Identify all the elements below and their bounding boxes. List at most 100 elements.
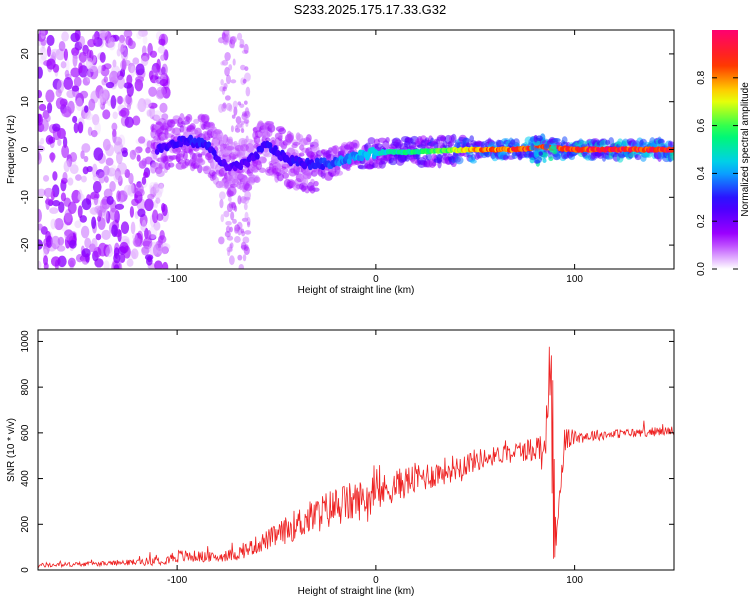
heatmap-cell [38, 103, 47, 112]
heatmap-cell [101, 198, 108, 205]
heatmap-cell [64, 69, 70, 78]
heatmap-cell [156, 169, 165, 178]
heatmap-cell [243, 244, 249, 251]
heatmap-cell [243, 43, 249, 54]
heatmap-cell [197, 159, 206, 166]
heatmap-cell [309, 185, 316, 194]
heatmap-cell [552, 153, 561, 161]
heatmap-cell [45, 114, 51, 123]
heatmap-cell [86, 70, 91, 83]
heatmap-cell [223, 34, 230, 43]
colorbar-tick-label: 0.8 [696, 70, 707, 84]
heatmap-cell [132, 115, 141, 126]
heatmap-cell [221, 59, 229, 66]
heatmap-cell [48, 136, 56, 144]
heatmap-cell [367, 137, 376, 145]
heatmap-cell [38, 66, 43, 79]
heatmap-cell [332, 145, 340, 155]
heatmap-cell [230, 201, 236, 209]
heatmap-cell [105, 144, 115, 157]
heatmap-cell [80, 225, 90, 239]
heatmap-cell [50, 218, 56, 230]
heatmap-cell [38, 145, 45, 153]
heatmap-cell [93, 193, 99, 206]
heatmap-cell [244, 110, 251, 119]
heatmap-cell [385, 137, 390, 143]
heatmap-cell [43, 187, 54, 198]
heatmap-cell [162, 261, 169, 269]
heatmap-cell [243, 196, 251, 201]
y-tick-label: -10 [20, 190, 31, 205]
heatmap-cell [58, 201, 65, 213]
heatmap-cell [42, 174, 50, 182]
heatmap-cell [167, 162, 175, 168]
heatmap-cell [92, 180, 102, 194]
heatmap-cell [99, 93, 109, 105]
heatmap-cell [138, 136, 146, 144]
heatmap-cell [141, 176, 147, 185]
heatmap-cell [80, 175, 87, 183]
heatmap-cell [544, 143, 550, 148]
heatmap-cell [82, 76, 91, 86]
heatmap-cell [153, 110, 162, 121]
heatmap-cell [115, 151, 123, 165]
heatmap-cell [273, 145, 278, 152]
y-tick-label: 10 [20, 96, 31, 108]
heatmap-cell [233, 106, 238, 116]
heatmap-cell [127, 40, 136, 50]
heatmap-cell [240, 196, 247, 204]
heatmap-cell [132, 237, 141, 247]
heatmap-cell [160, 54, 166, 62]
heatmap-cell [55, 48, 66, 61]
heatmap-cell [240, 228, 245, 234]
heatmap-cell [158, 38, 166, 46]
heatmap-cell [221, 86, 226, 95]
heatmap-cell [85, 57, 94, 70]
heatmap-cell [237, 254, 243, 261]
heatmap-cell [224, 95, 231, 101]
heatmap-cell [237, 226, 242, 236]
heatmap-cell [242, 254, 247, 262]
heatmap-cell [152, 243, 163, 258]
heatmap-cell [302, 177, 309, 187]
heatmap-cell [232, 218, 237, 224]
heatmap-cell [133, 183, 144, 196]
heatmap-cell [94, 258, 104, 268]
heatmap-cell [117, 75, 125, 89]
heatmap-cell [77, 189, 83, 201]
heatmap-cell [52, 171, 58, 181]
heatmap-cell [242, 236, 250, 244]
heatmap-cell [90, 207, 97, 215]
heatmap-cell [58, 41, 66, 52]
heatmap-cell [50, 48, 60, 57]
heatmap-cell [113, 264, 120, 269]
heatmap-cell [109, 181, 116, 192]
heatmap-cell [51, 235, 61, 250]
heatmap-cell [119, 253, 126, 263]
heatmap-cell [535, 135, 543, 142]
heatmap-cell [111, 122, 118, 131]
heatmap-cell [99, 52, 106, 63]
heatmap-cell [146, 230, 152, 240]
x-tick-label: 100 [566, 274, 583, 285]
colorbar-tick-label: 0.0 [696, 262, 707, 276]
y-axis-label: Frequency (Hz) [6, 115, 17, 184]
heatmap-cell [221, 32, 226, 41]
heatmap-cell [658, 138, 664, 144]
heatmap-cell [244, 66, 249, 71]
y-tick-label: 1000 [20, 330, 31, 353]
heatmap-cell [40, 47, 48, 61]
heatmap-cell [98, 87, 109, 102]
colorbar-tick-label: 0.6 [696, 118, 707, 132]
heatmap-cell [104, 175, 109, 183]
heatmap-cell [346, 158, 352, 165]
heatmap-cell [263, 152, 272, 158]
heatmap-cell [40, 38, 47, 46]
heatmap-cell [103, 76, 109, 83]
heatmap-cell [240, 120, 245, 126]
heatmap-cell [52, 123, 61, 132]
heatmap-cell [242, 78, 247, 84]
heatmap-cell [226, 136, 230, 145]
heatmap-cell [101, 229, 111, 240]
